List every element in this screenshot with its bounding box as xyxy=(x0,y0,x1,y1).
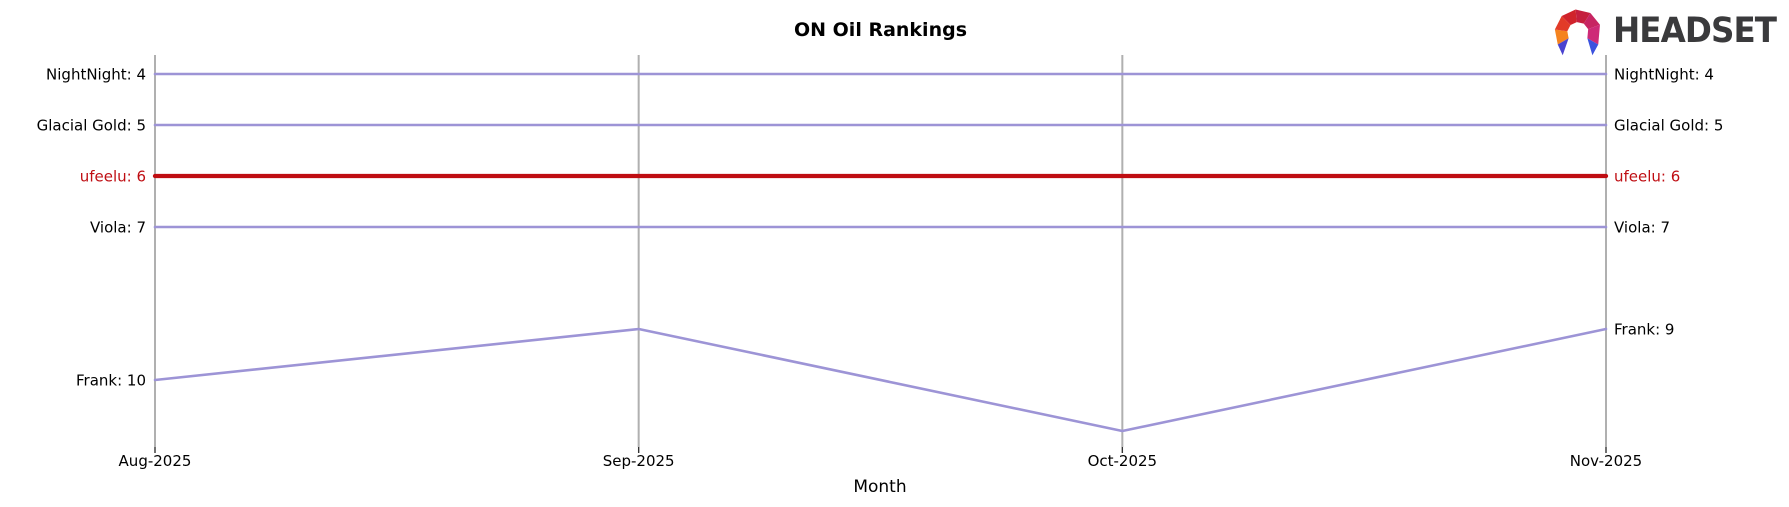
series-label-left-Frank: Frank: 10 xyxy=(76,371,146,389)
headset-logo-wordmark: HEADSET xyxy=(1613,11,1777,51)
gridlines xyxy=(154,55,1607,447)
series-line-Frank xyxy=(153,327,1608,433)
series-label-right-Frank: Frank: 9 xyxy=(1614,320,1674,338)
series-label-right-Glacial Gold: Glacial Gold: 5 xyxy=(1614,116,1723,134)
series-label-left-Viola: Viola: 7 xyxy=(90,218,146,236)
chart-title: ON Oil Rankings xyxy=(793,19,968,41)
series-label-left-NightNight: NightNight: 4 xyxy=(46,65,146,83)
headset-logo-icon xyxy=(1554,9,1600,56)
x-tick-labels: Aug-2025 Sep-2025 Oct-2025 Nov-2025 xyxy=(119,452,1643,470)
series-label-left-Glacial Gold: Glacial Gold: 5 xyxy=(37,116,146,134)
series-label-right-NightNight: NightNight: 4 xyxy=(1614,65,1714,83)
x-tick-label-Nov-2025: Nov-2025 xyxy=(1570,452,1642,470)
x-tick-label-Sep-2025: Sep-2025 xyxy=(603,452,675,470)
x-axis-title: Month xyxy=(853,477,906,497)
series-label-left-ufeelu: ufeelu: 6 xyxy=(80,167,146,185)
headset-logo: HEADSET xyxy=(1549,4,1788,58)
x-tick-label-Aug-2025: Aug-2025 xyxy=(119,452,192,470)
axis-ticks xyxy=(154,447,1607,453)
series-lines xyxy=(152,72,1609,433)
series-label-right-Viola: Viola: 7 xyxy=(1614,218,1670,236)
series-labels: NightNight: 4 NightNight: 4 Glacial Gold: … xyxy=(37,65,1724,389)
series-label-right-ufeelu: ufeelu: 6 xyxy=(1614,167,1680,185)
x-tick-label-Oct-2025: Oct-2025 xyxy=(1088,452,1158,470)
